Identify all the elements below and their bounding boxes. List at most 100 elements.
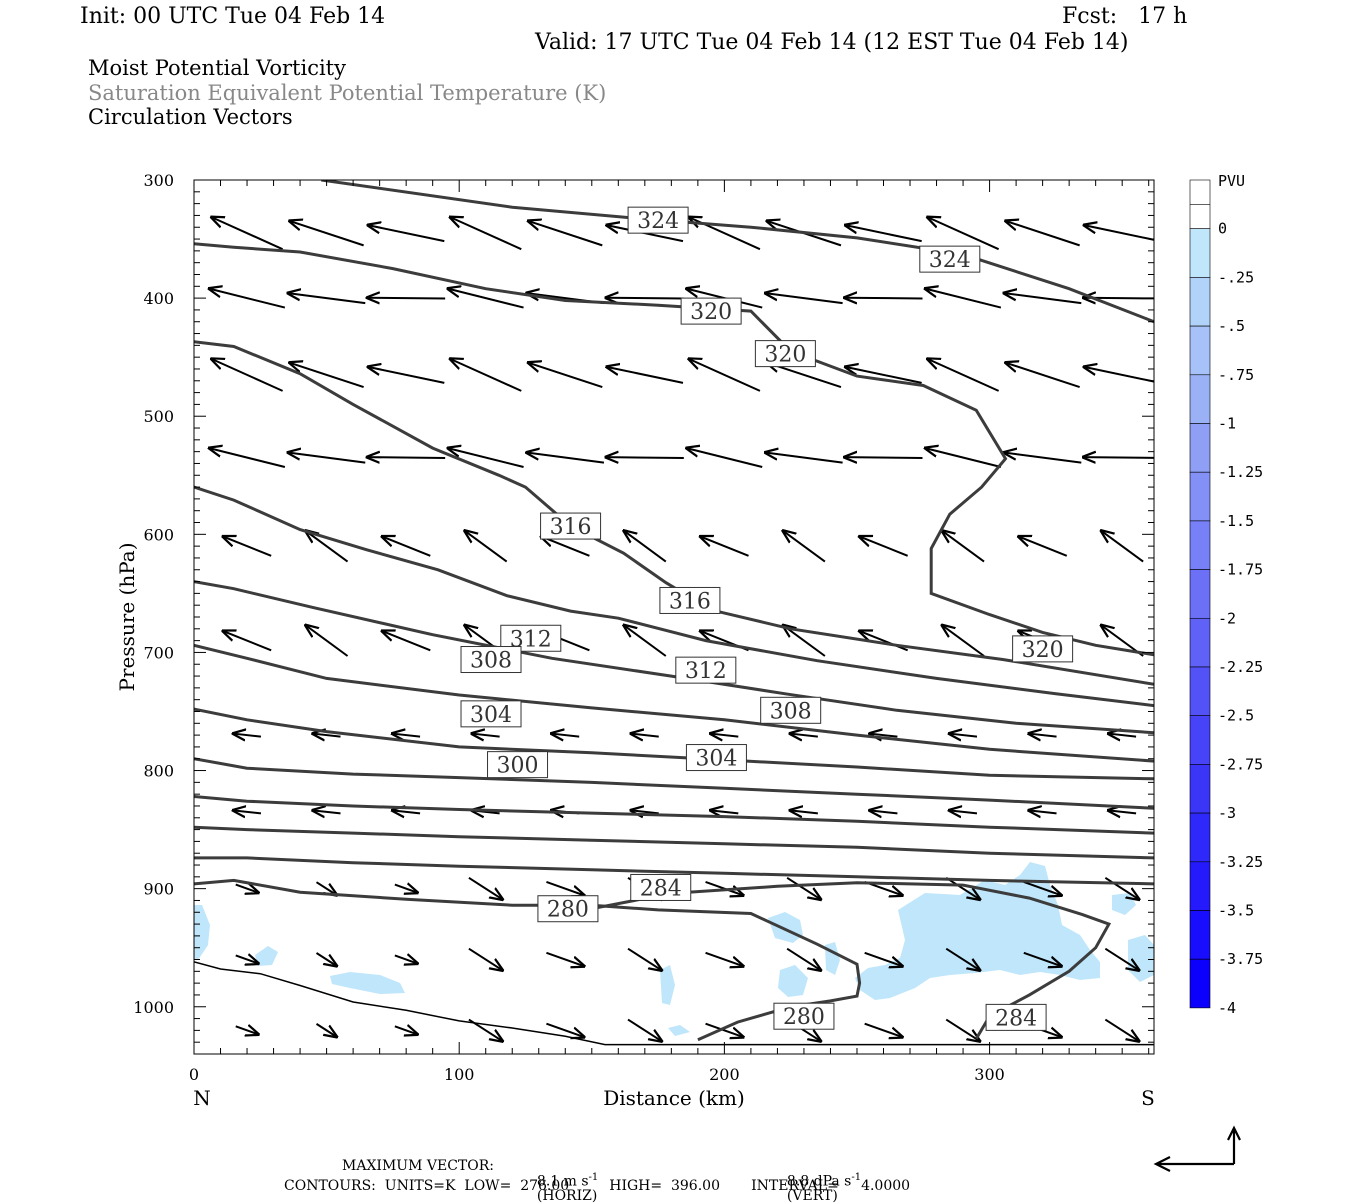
contour-label-box: [540, 512, 602, 540]
circulation-vector: [209, 289, 286, 309]
circulation-vector: [631, 734, 659, 737]
circulation-vector: [1023, 880, 1062, 895]
circulation-vectors: [209, 217, 1154, 1042]
contour-label: 316: [669, 589, 711, 614]
colorbar-segment: [1189, 812, 1211, 863]
circulation-vector: [306, 531, 349, 563]
max-vertical-vector: 8.8 dPa s-1 (VERT): [778, 1159, 861, 1203]
circulation-vector: [705, 1022, 744, 1037]
circulation-vector: [392, 810, 421, 813]
circulation-vector: [211, 359, 284, 392]
contour-line: [321, 180, 1154, 324]
colorbar-tick-label: -1.75: [1218, 561, 1263, 579]
circulation-vector: [551, 734, 580, 737]
circulation-vector: [233, 734, 262, 737]
colorbar-segment: [1189, 277, 1211, 327]
colorbar-tick-label: -3.25: [1218, 853, 1263, 871]
mpv-negative-area: [855, 862, 1100, 1000]
circulation-vector: [367, 298, 446, 299]
circulation-vector: [394, 955, 418, 963]
circulation-vector: [700, 536, 749, 557]
colorbar-tick-label: -2.75: [1218, 755, 1263, 773]
colorbar-segment: [1189, 861, 1211, 911]
colorbar-segment: [1189, 764, 1211, 814]
mpv-negative-area: [778, 965, 808, 997]
contour-label: 320: [764, 343, 806, 368]
y-tick-label: 800: [143, 762, 174, 781]
circulation-vector: [765, 293, 843, 305]
x-tick-label: 300: [974, 1065, 1005, 1084]
circulation-vector: [627, 947, 662, 971]
colorbar-segment: [1189, 569, 1211, 619]
circulation-vector: [710, 734, 739, 737]
mpv-negative-area: [825, 942, 840, 975]
circulation-vector: [864, 1022, 903, 1037]
circulation-vector: [606, 457, 684, 458]
reference-vector-key: [1153, 1125, 1241, 1172]
contour-label-box: [985, 1003, 1047, 1031]
contour-label-box: [630, 873, 692, 901]
circulation-vector: [448, 448, 524, 468]
circulation-vector: [288, 293, 366, 305]
circulation-vector: [546, 951, 584, 966]
colorbar-segment: [1189, 910, 1211, 960]
circulation-vector: [468, 876, 503, 900]
contour-label: 324: [929, 248, 971, 273]
y-tick-label: 900: [143, 880, 174, 899]
circulation-vector: [627, 1018, 662, 1042]
circulation-vector: [1083, 457, 1154, 458]
circulation-vector: [368, 225, 445, 243]
circulation-vector: [859, 536, 909, 557]
circulation-vector: [1018, 536, 1068, 557]
circulation-vector: [1029, 734, 1057, 737]
colorbar-tick-label: -2.25: [1218, 658, 1263, 676]
y-tick-label: 600: [143, 525, 174, 544]
circulation-vector: [528, 363, 603, 389]
field-title-theta-es: Saturation Equivalent Potential Temperat…: [88, 81, 607, 105]
circulation-vector: [783, 625, 826, 657]
contour-label: 280: [547, 898, 589, 923]
circulation-vector: [1004, 293, 1082, 305]
north-end-label: N: [193, 1086, 211, 1110]
circulation-vector: [313, 734, 341, 737]
circulation-vector: [945, 876, 980, 900]
circulation-vector: [546, 880, 584, 895]
circulation-vector: [1084, 367, 1154, 383]
circulation-vector: [223, 536, 272, 557]
contour-line: [194, 825, 1154, 860]
circulation-vector: [631, 810, 659, 813]
contour-label: 324: [637, 209, 679, 234]
y-tick-label: 500: [143, 407, 174, 426]
circulation-vector: [315, 1023, 337, 1037]
circulation-vector: [606, 298, 684, 299]
circulation-vector: [845, 367, 922, 384]
contour-label-box: [675, 656, 737, 684]
circulation-vector: [845, 298, 923, 299]
circulation-vector: [1104, 876, 1139, 900]
mpv-negative-area: [1128, 935, 1154, 982]
contour-label-box: [460, 700, 522, 728]
contour-line: [194, 856, 1154, 886]
circulation-vector: [394, 885, 418, 893]
contour-label-box: [680, 297, 742, 325]
horiz-value: 8.1 m s: [536, 1173, 589, 1190]
contour-label: 300: [497, 754, 539, 779]
contour-label: 304: [695, 747, 737, 772]
contour-line: [194, 795, 1154, 835]
colorbar-tick-label: -1.5: [1218, 512, 1254, 530]
x-tick-label: 0: [189, 1065, 199, 1084]
colorbar-segment: [1189, 325, 1211, 376]
circulation-vector: [288, 453, 366, 464]
circulation-vector: [783, 531, 826, 563]
circulation-vector: [790, 810, 818, 813]
circulation-vector: [942, 531, 985, 563]
colorbar-tick-label: -.25: [1218, 268, 1254, 286]
circulation-vector: [1029, 810, 1057, 813]
circulation-vector: [786, 947, 821, 971]
colorbar-tick-label: -1: [1218, 415, 1236, 433]
circulation-vector: [235, 955, 259, 963]
colorbar-tick-label: -3.5: [1218, 902, 1254, 920]
circulation-vector: [624, 625, 667, 657]
contour-line: [194, 878, 862, 1042]
circulation-vector: [1006, 363, 1080, 389]
